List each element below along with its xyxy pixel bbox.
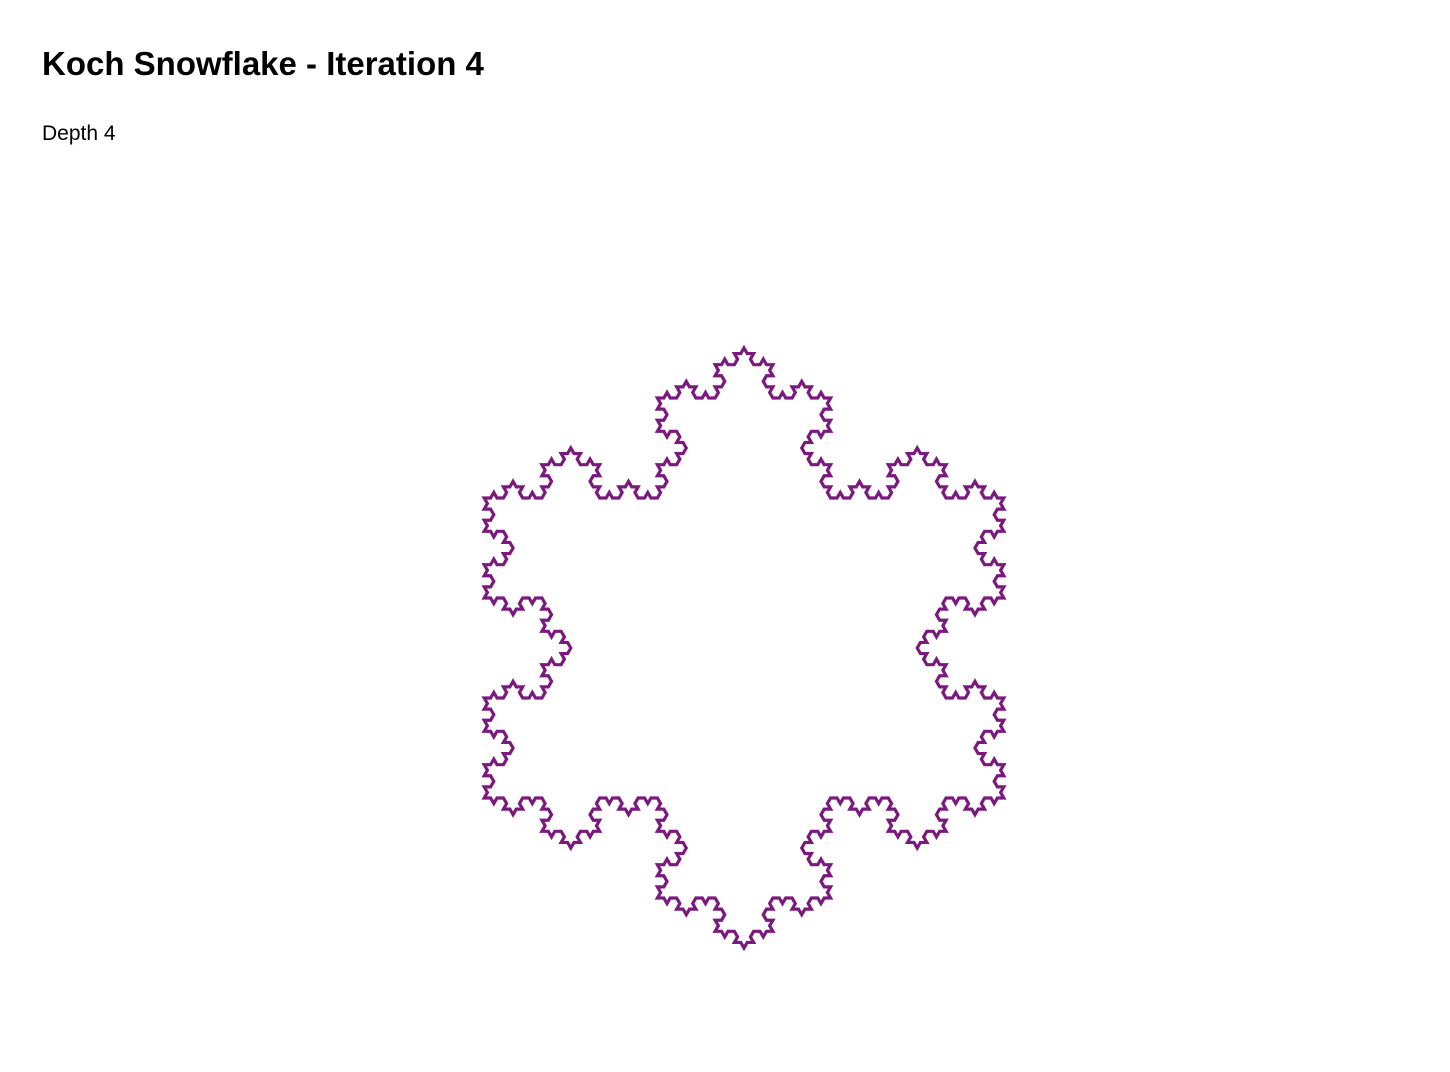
page-title: Koch Snowflake - Iteration 4 (42, 45, 484, 82)
depth-label: Depth 4 (42, 122, 116, 145)
koch-snowflake-outline (481, 344, 1007, 952)
